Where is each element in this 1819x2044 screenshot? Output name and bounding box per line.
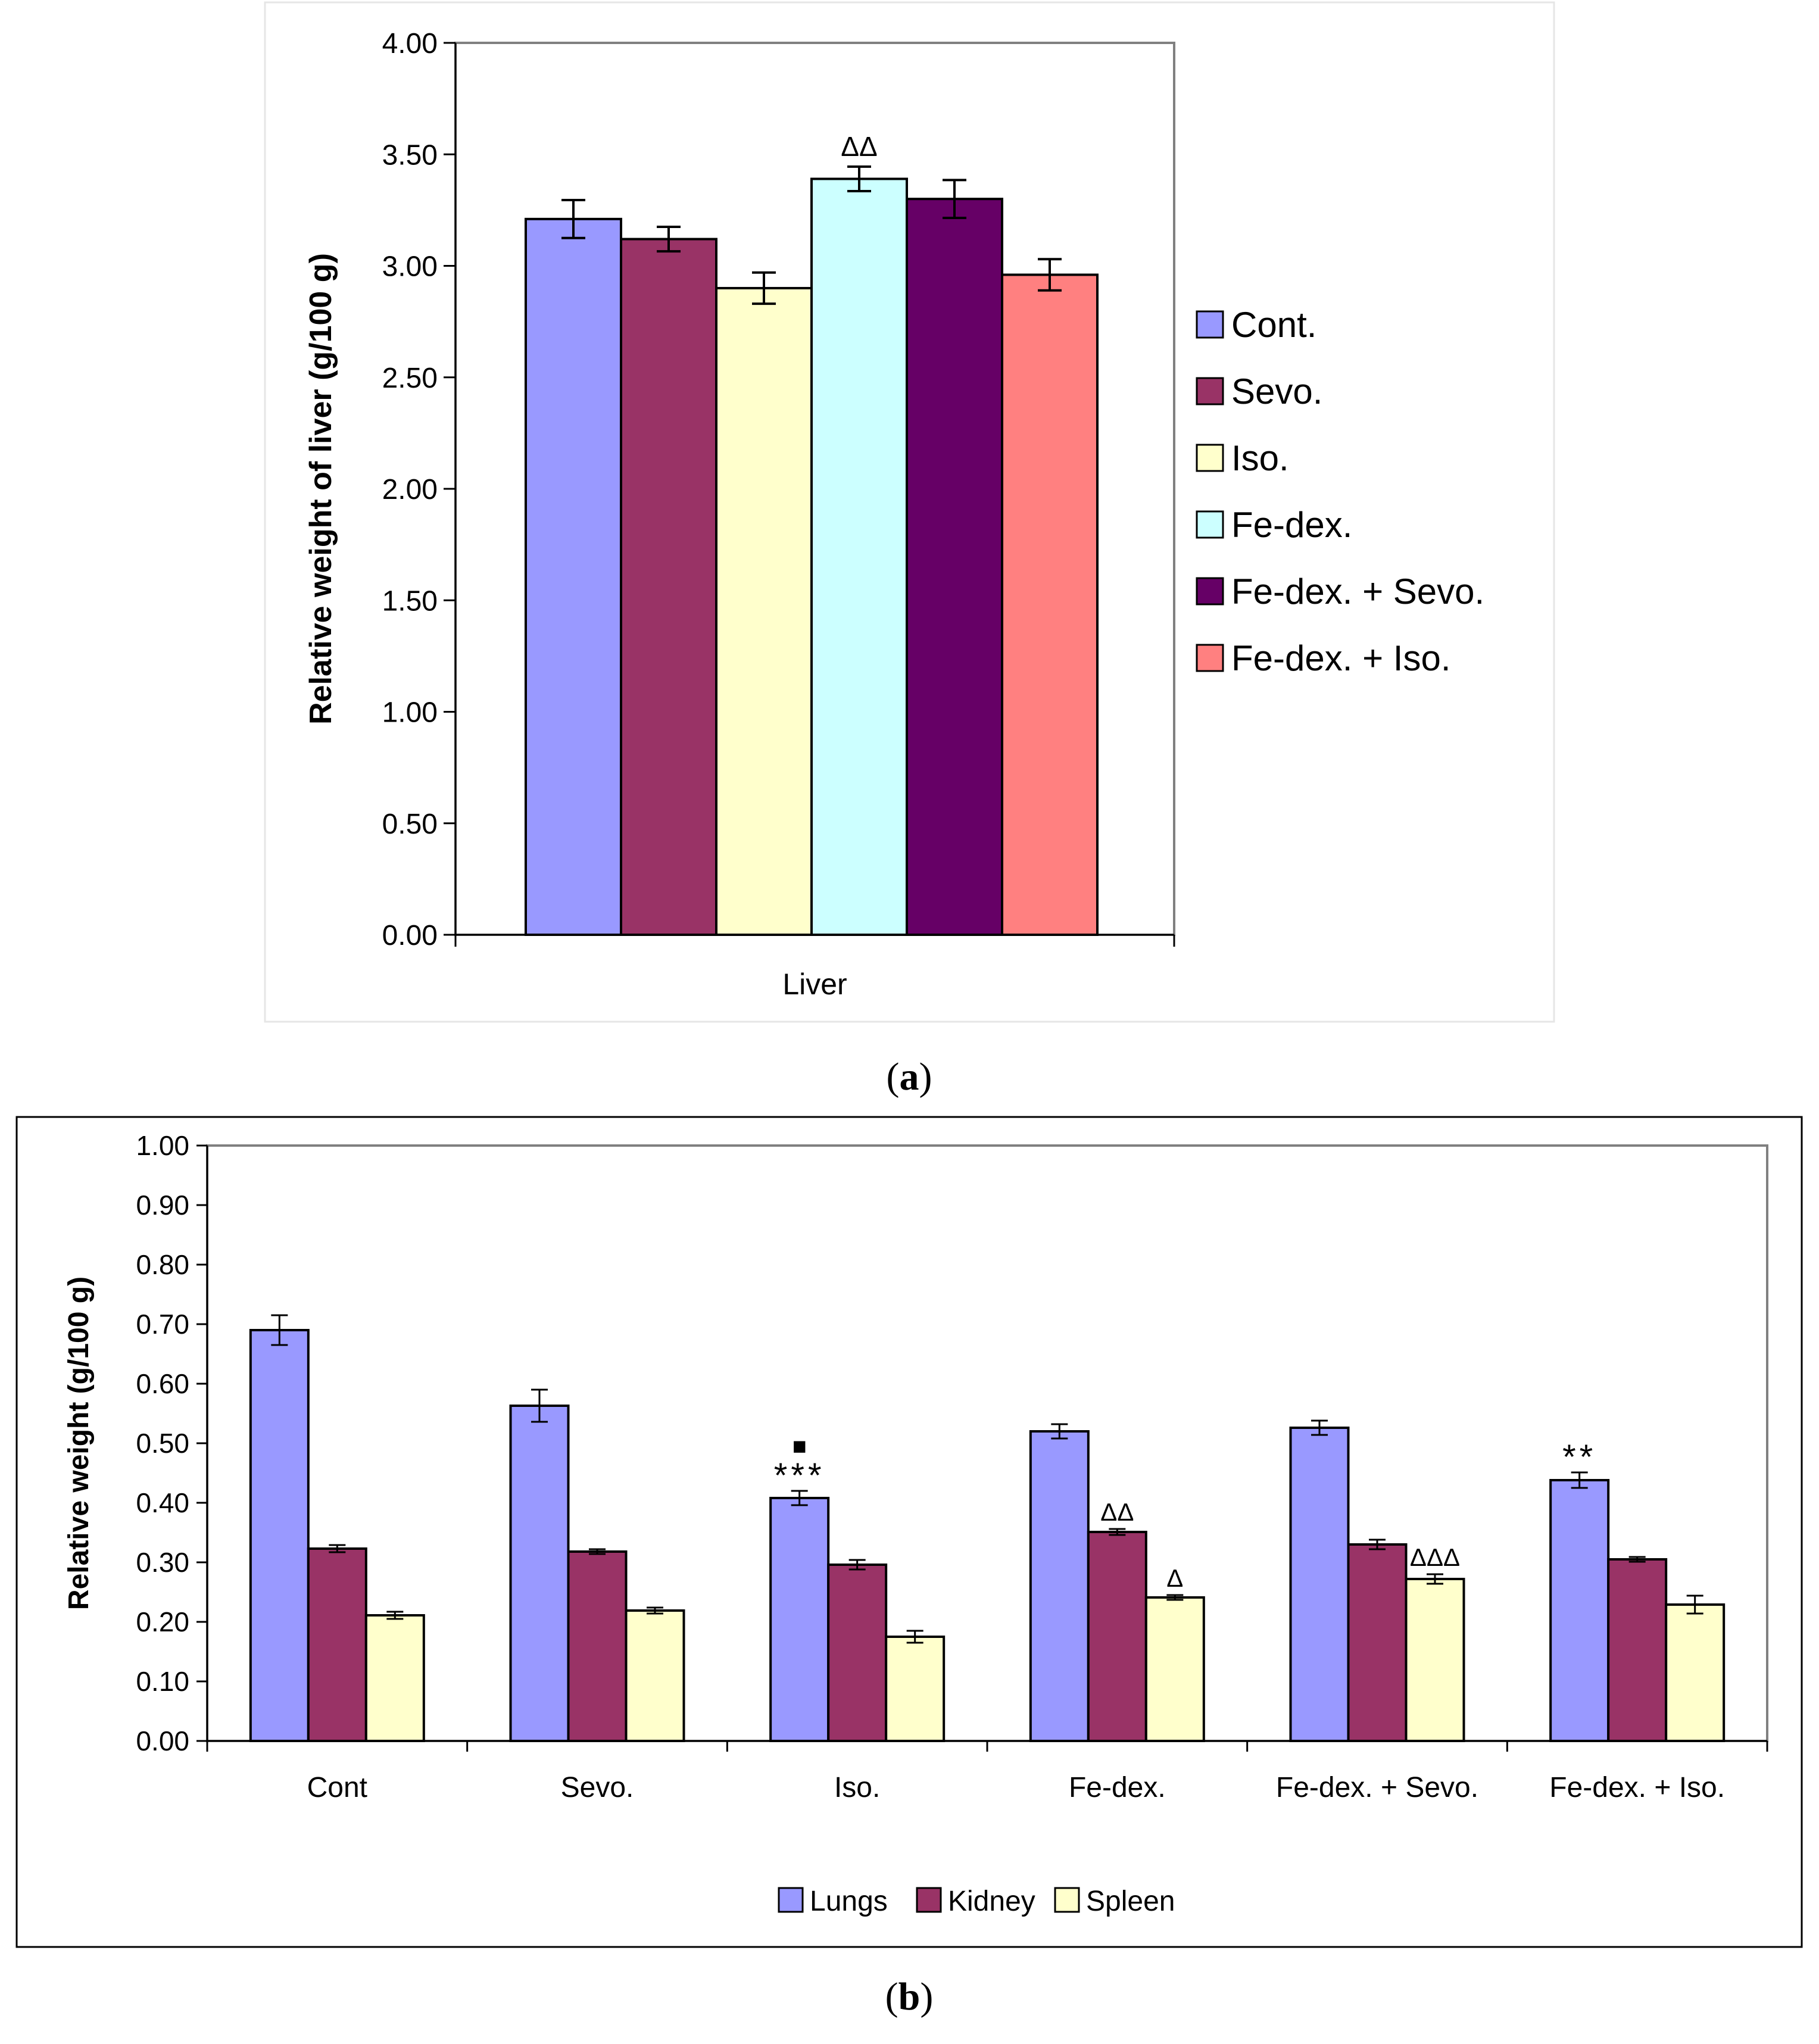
legend-label: Lungs	[810, 1886, 888, 1917]
legend-swatch	[1196, 377, 1224, 405]
legend-label: Fe-dex. + Sevo.	[1231, 572, 1484, 611]
bar-lungs-fe-dex-sevo	[1289, 1427, 1350, 1742]
legend-label: Sevo.	[1231, 372, 1322, 411]
y-tick-label: 0.80	[136, 1249, 189, 1280]
legend-label: Kidney	[948, 1886, 1035, 1917]
bar-kidney-sevo	[567, 1550, 628, 1742]
x-category-label: Fe-dex.	[1069, 1772, 1166, 1803]
caption-close: )	[920, 1975, 933, 2018]
y-axis-title: Relative weight (g/100 g)	[63, 1277, 95, 1610]
y-tick-label: 3.50	[382, 139, 438, 171]
caption-open: (	[885, 1975, 898, 2018]
y-tick-label: 0.20	[136, 1606, 189, 1637]
panel-caption-b: (b)	[885, 1975, 934, 2018]
y-axis-title: Relative weight of liver (g/100 g)	[304, 253, 338, 725]
bar-lungs-sevo	[509, 1405, 570, 1742]
bar-fe-dex-sevo	[906, 198, 1003, 936]
x-category-label: Cont	[307, 1772, 367, 1803]
y-tick-label: 0.00	[136, 1725, 189, 1756]
bar-spleen-cont	[364, 1614, 425, 1742]
legend-swatch	[778, 1887, 804, 1913]
legend-label: Iso.	[1231, 438, 1289, 478]
x-category-label: Fe-dex. + Sevo.	[1276, 1772, 1478, 1803]
bar-spleen-sevo	[625, 1609, 685, 1742]
legend-label: Spleen	[1086, 1886, 1175, 1917]
significance-label: **	[1562, 1438, 1596, 1477]
bar-cont	[525, 217, 622, 937]
y-tick-label: 0.90	[136, 1190, 189, 1221]
bar-lungs-fe-dex-iso	[1549, 1479, 1610, 1742]
y-tick-label: 0.50	[136, 1428, 189, 1459]
y-tick-label: 1.00	[136, 1130, 189, 1161]
bar-spleen-fe-dex	[1144, 1596, 1205, 1742]
y-tick-label: 1.50	[382, 585, 438, 617]
bar-fe-dex-iso	[1001, 273, 1099, 937]
panel-caption-a: (a)	[887, 1055, 932, 1099]
y-tick-label: 0.00	[382, 920, 438, 951]
caption-open: (	[887, 1055, 900, 1099]
caption-letter: b	[898, 1975, 921, 2018]
bar-kidney-iso	[827, 1564, 888, 1742]
bar-spleen-fe-dex-sevo	[1405, 1578, 1465, 1742]
bar-lungs-cont	[249, 1329, 310, 1742]
x-category-label: Sevo.	[561, 1772, 634, 1803]
significance-label: ***	[774, 1456, 825, 1495]
caption-letter: a	[900, 1055, 919, 1099]
legend-swatch	[916, 1887, 942, 1913]
bar-kidney-fe-dex-sevo	[1347, 1543, 1408, 1742]
y-tick-label: 1.00	[382, 697, 438, 729]
bar-kidney-cont	[307, 1547, 367, 1742]
legend-swatch	[1196, 310, 1224, 339]
significance-label: Δ	[1166, 1564, 1183, 1592]
significance-marker: ■	[793, 1433, 807, 1459]
caption-close: )	[919, 1055, 932, 1099]
y-tick-label: 0.60	[136, 1368, 189, 1399]
significance-label: ΔΔ	[1100, 1498, 1134, 1526]
bar-lungs-fe-dex	[1029, 1430, 1090, 1742]
y-tick-label: 0.70	[136, 1309, 189, 1340]
y-tick-label: 0.10	[136, 1666, 189, 1697]
bar-sevo	[620, 238, 717, 936]
y-tick-label: 0.50	[382, 809, 438, 840]
significance-label: ΔΔΔ	[1410, 1543, 1460, 1571]
y-tick-label: 2.00	[382, 474, 438, 505]
legend-swatch	[1196, 644, 1224, 672]
bar-kidney-fe-dex	[1087, 1531, 1147, 1742]
legend-swatch	[1054, 1887, 1080, 1913]
bar-fe-dex	[810, 177, 908, 937]
bar-iso	[715, 286, 813, 937]
chart-panel-b: 0.00 0.10 0.20 0.30 0.40 0.50 0.60 0.70 0.80 0.90…	[15, 1116, 1803, 2018]
plot-area	[206, 1144, 1768, 1742]
legend-swatch	[1196, 510, 1224, 539]
legend-label: Fe-dex.	[1231, 505, 1352, 545]
bar-spleen-fe-dex-iso	[1665, 1603, 1726, 1742]
legend-swatch	[1196, 444, 1224, 472]
x-category-label: Iso.	[834, 1772, 880, 1803]
y-tick-label: 3.00	[382, 251, 438, 283]
y-tick-label: 0.30	[136, 1547, 189, 1578]
legend-label: Cont.	[1231, 305, 1316, 345]
y-tick-label: 0.40	[136, 1487, 189, 1518]
bar-spleen-iso	[885, 1636, 946, 1742]
legend-label: Fe-dex. + Iso.	[1231, 638, 1451, 678]
legend-swatch	[1196, 577, 1224, 606]
y-tick-label: 4.00	[382, 28, 438, 60]
y-tick-label: 2.50	[382, 363, 438, 394]
bar-lungs-iso	[769, 1497, 830, 1742]
bar-kidney-fe-dex-iso	[1607, 1558, 1668, 1742]
chart-panel-a: 0.00 0.50 1.00 1.50 2.00 2.50 3.00 3.50 4.00 Rela…	[264, 1, 1555, 1099]
x-category-label: Fe-dex. + Iso.	[1549, 1772, 1725, 1803]
x-category-label: Liver	[782, 968, 847, 1001]
significance-label: ΔΔ	[841, 131, 877, 162]
